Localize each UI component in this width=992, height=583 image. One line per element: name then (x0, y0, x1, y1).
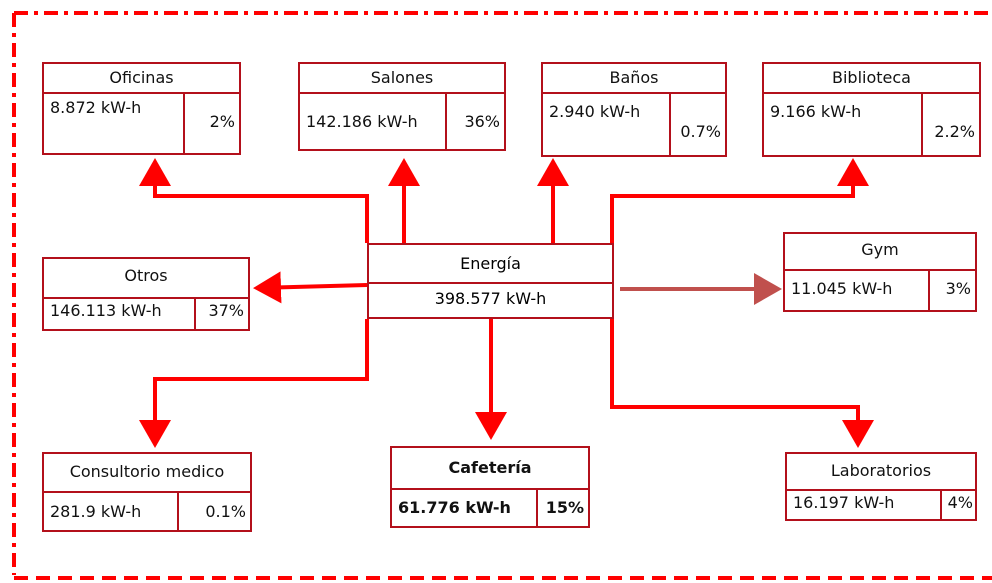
node-title: Biblioteca (764, 64, 979, 94)
node-kwh: 8.872 kW-h (44, 94, 185, 153)
node-oficinas: Oficinas 8.872 kW-h 2% (42, 62, 241, 155)
node-kwh: 16.197 kW-h (787, 491, 942, 519)
node-kwh: 281.9 kW-h (44, 493, 179, 530)
node-title: Gym (785, 234, 975, 271)
energy-total-value: 398.577 kW-h (434, 289, 547, 308)
node-kwh: 9.166 kW-h (764, 94, 923, 155)
node-title: Consultorio medico (44, 454, 250, 493)
arrow-to-laboratorios (610, 319, 874, 448)
node-cafeteria: Cafetería 61.776 kW-h 15% (390, 446, 590, 528)
arrow-to-biblioteca (610, 158, 869, 243)
node-kwh: 142.186 kW-h (300, 94, 447, 149)
node-kwh: 2.940 kW-h (543, 94, 671, 155)
node-title: Oficinas (44, 64, 239, 94)
node-pct: 3% (945, 279, 971, 298)
node-pct: 15% (545, 498, 584, 517)
node-title: Laboratorios (787, 454, 975, 491)
energy-label: Energía (369, 245, 612, 284)
outer-frame (12, 11, 992, 575)
node-salones: Salones 142.186 kW-h 36% (298, 62, 506, 151)
node-pct: 2% (209, 112, 235, 131)
node-kwh: 61.776 kW-h (392, 490, 538, 526)
arrow-to-consultorio (139, 319, 369, 448)
node-kwh: 146.113 kW-h (44, 299, 196, 329)
node-kwh: 11.045 kW-h (785, 271, 930, 310)
node-pct: 2.2% (934, 122, 975, 141)
node-title: Cafetería (392, 448, 588, 490)
node-otros: Otros 146.113 kW-h 37% (42, 257, 250, 331)
node-pct: 4% (947, 493, 973, 512)
node-pct: 37% (208, 301, 244, 320)
node-banos: Baños 2.940 kW-h 0.7% (541, 62, 727, 157)
node-pct: 36% (464, 112, 500, 131)
node-consultorio-medico: Consultorio medico 281.9 kW-h 0.1% (42, 452, 252, 532)
arrow-to-oficinas (139, 158, 369, 243)
node-gym: Gym 11.045 kW-h 3% (783, 232, 977, 312)
node-title: Baños (543, 64, 725, 94)
arrow-to-otros (253, 271, 368, 304)
node-pct: 0.7% (680, 122, 721, 141)
node-pct: 0.1% (205, 502, 246, 521)
energy-total-box: Energía 398.577 kW-h (367, 243, 614, 319)
node-title: Salones (300, 64, 504, 94)
node-biblioteca: Biblioteca 9.166 kW-h 2.2% (762, 62, 981, 157)
node-title: Otros (44, 259, 248, 299)
node-laboratorios: Laboratorios 16.197 kW-h 4% (785, 452, 977, 521)
